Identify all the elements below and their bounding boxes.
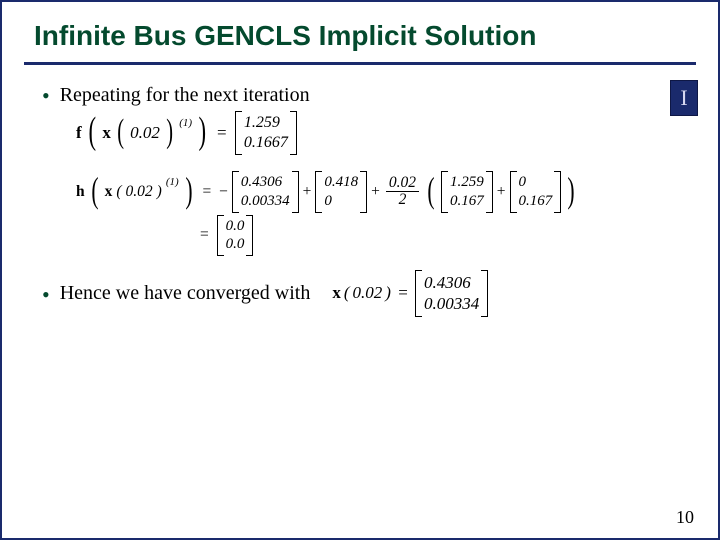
eq2-result-vec: 0.0 0.0 bbox=[217, 215, 254, 257]
eq1-var: x bbox=[102, 123, 111, 143]
eq2-D0: 0 bbox=[519, 173, 553, 192]
eq2-frac-bot: 2 bbox=[396, 192, 410, 208]
eq2-t: 0.02 bbox=[126, 183, 153, 201]
eq2-vecC: 1.259 0.167 bbox=[441, 171, 493, 213]
eq2-C1: 0.167 bbox=[450, 192, 484, 211]
bullet-2-text: Hence we have converged with bbox=[60, 282, 311, 305]
eq2-frac: 0.02 2 bbox=[386, 175, 419, 209]
slide-title: Infinite Bus GENCLS Implicit Solution bbox=[34, 20, 686, 52]
slide-content: • Repeating for the next iteration f ( x… bbox=[34, 83, 686, 317]
eq2-B0: 0.418 bbox=[324, 173, 358, 192]
eq2-B1: 0 bbox=[324, 192, 358, 211]
eq1-vector: 1.259 0.1667 bbox=[235, 111, 297, 155]
page-number: 10 bbox=[676, 507, 694, 528]
eq2-C0: 1.259 bbox=[450, 173, 484, 192]
eq1-sup: (1) bbox=[179, 117, 192, 129]
eq2-sup: (1) bbox=[166, 176, 179, 188]
eq2-frac-top: 0.02 bbox=[386, 175, 419, 192]
eq2-fn: h bbox=[76, 183, 85, 201]
bullet-icon: • bbox=[42, 284, 50, 306]
eq2-A0: 0.4306 bbox=[241, 173, 290, 192]
eq1-v0: 1.259 bbox=[244, 113, 288, 133]
eq2-r1: 0.0 bbox=[226, 235, 245, 254]
equation-h: h ( x (0.02) (1) ) = − 0.4306 0.00334 + bbox=[76, 171, 686, 256]
eq1-v1: 0.1667 bbox=[244, 133, 288, 153]
eq3-v1: 0.00334 bbox=[424, 293, 479, 314]
bullet-1-text: Repeating for the next iteration bbox=[60, 84, 310, 107]
eq1-fn: f bbox=[76, 123, 82, 143]
eq2-var: x bbox=[105, 183, 113, 201]
bullet-icon: • bbox=[42, 85, 50, 107]
eq3-vec: 0.4306 0.00334 bbox=[415, 270, 488, 317]
eq2-A1: 0.00334 bbox=[241, 192, 290, 211]
eq3-var: x bbox=[332, 283, 341, 303]
eq1-t: 0.02 bbox=[130, 123, 160, 143]
eq3-v0: 0.4306 bbox=[424, 272, 479, 293]
eq2-D1: 0.167 bbox=[519, 192, 553, 211]
slide: Infinite Bus GENCLS Implicit Solution I … bbox=[2, 2, 718, 538]
equation-h-result: = 0.0 0.0 bbox=[200, 215, 686, 257]
bullet-1: • Repeating for the next iteration bbox=[42, 83, 686, 107]
eq2-neg: − bbox=[219, 183, 228, 201]
illinois-logo-icon: I bbox=[670, 80, 698, 116]
bullet-2: • Hence we have converged with x (0.02) … bbox=[42, 270, 686, 317]
eq2-vecA: 0.4306 0.00334 bbox=[232, 171, 299, 213]
eq3-t: 0.02 bbox=[353, 283, 383, 303]
equation-f: f ( x ( 0.02 ) (1) ) = 1.259 0.1667 bbox=[76, 111, 686, 155]
title-rule bbox=[24, 62, 696, 65]
eq2-vecD: 0 0.167 bbox=[510, 171, 562, 213]
equation-x: x (0.02) = 0.4306 0.00334 bbox=[332, 270, 488, 317]
eq2-vecB: 0.418 0 bbox=[315, 171, 367, 213]
eq2-r0: 0.0 bbox=[226, 217, 245, 236]
